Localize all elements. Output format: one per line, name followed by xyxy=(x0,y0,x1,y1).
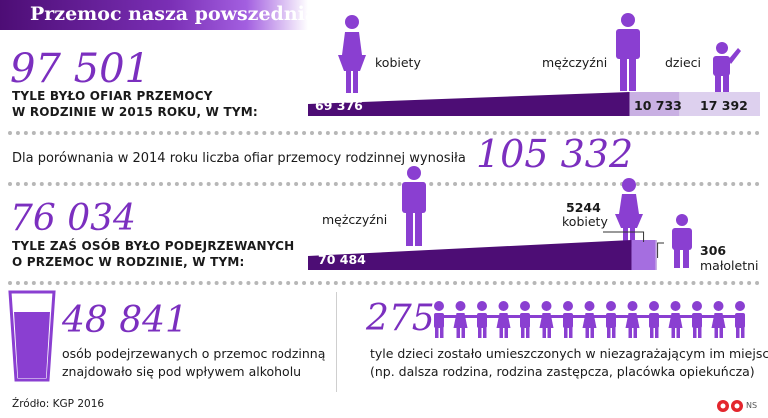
women-label: kobiety xyxy=(375,55,421,70)
child-figure-icon xyxy=(692,301,715,338)
bar-label-children: 17 392 xyxy=(700,98,748,113)
child-figure-icon xyxy=(434,301,457,338)
page-title: Przemoc nasza powszednia xyxy=(30,3,318,25)
man-icon xyxy=(402,166,426,246)
bar-segment-children xyxy=(679,92,760,116)
alcohol-value: 48 841 xyxy=(62,300,188,341)
bar-segment-minors xyxy=(655,240,657,270)
comparison-text: Dla porównania w 2014 roku liczba ofiar … xyxy=(12,151,466,166)
source-note: Źródło: KGP 2016 xyxy=(12,398,105,410)
suspects-women-value: 5244 xyxy=(566,200,601,215)
victims-caption-line1: TYLE BYŁO OFIAR PRZEMOCY xyxy=(12,89,213,103)
child-figure-icon xyxy=(477,301,500,338)
suspects-caption-line1: TYLE ZAŚ OSÓB BYŁO PODEJRZEWANYCH xyxy=(12,239,295,253)
children-moved-text-line2: (np. dalsza rodzina, rodzina zastępcza, … xyxy=(370,364,755,379)
divider xyxy=(8,281,760,285)
publisher-logo-icon xyxy=(717,400,743,412)
child-figure-icon xyxy=(711,301,737,338)
bar-segment-women xyxy=(308,92,630,116)
children-chain-icon xyxy=(434,301,745,338)
bar-label-men: 10 733 xyxy=(634,98,682,113)
title-banner xyxy=(0,0,308,30)
man-icon xyxy=(616,13,640,91)
child-figure-icon xyxy=(453,301,479,338)
child-figure-icon xyxy=(563,301,586,338)
bar-segment-men xyxy=(308,240,632,270)
woman-icon xyxy=(338,15,366,93)
glass-icon xyxy=(8,290,56,382)
child-figure-icon xyxy=(539,301,565,338)
connector-line xyxy=(657,242,664,258)
child-icon xyxy=(713,42,741,93)
section-separator xyxy=(336,292,337,392)
child-figure-icon xyxy=(625,301,651,338)
men-label: mężczyźni xyxy=(542,55,608,70)
child-figure-icon xyxy=(496,301,522,338)
bar-segment-women xyxy=(631,240,656,270)
suspects-caption-line2: O PRZEMOC W RODZINIE, W TYM: xyxy=(12,255,245,269)
suspects-minors-value: 306 xyxy=(700,243,727,258)
alcohol-text-line2: znajdowało się pod wpływem alkoholu xyxy=(62,364,302,379)
suspects-minors-label: małoletni xyxy=(700,258,759,273)
divider xyxy=(8,131,760,135)
suspects-women-label: kobiety xyxy=(562,214,608,229)
victims-total: 97 501 xyxy=(10,46,150,92)
suspects-total: 76 034 xyxy=(10,198,136,239)
bar-segment-men xyxy=(629,92,680,116)
child-figure-icon xyxy=(606,301,629,338)
child-figure-icon xyxy=(668,301,694,338)
child-figure-icon xyxy=(649,301,672,338)
children-moved-text-line1: tyle dzieci zostało umieszczonych w niez… xyxy=(370,346,768,361)
children-label: dzieci xyxy=(665,55,702,70)
child-icon xyxy=(672,214,692,268)
child-figure-icon xyxy=(520,301,543,338)
comparison-value: 105 332 xyxy=(476,132,634,176)
alcohol-text-line1: osób podejrzewanych o przemoc rodzinną xyxy=(62,346,326,361)
child-figure-icon xyxy=(735,301,745,338)
suspects-men-label: mężczyźni xyxy=(322,212,388,227)
divider xyxy=(8,182,760,186)
bar2-label-men: 70 484 xyxy=(318,252,366,267)
bar-label-women: 69 376 xyxy=(315,98,363,113)
connector-line xyxy=(603,231,645,242)
child-figure-icon xyxy=(582,301,608,338)
victims-caption-line2: W RODZINIE W 2015 ROKU, W TYM: xyxy=(12,105,258,119)
children-moved-value: 275 xyxy=(366,298,435,339)
logo-text: NS xyxy=(746,401,758,410)
woman-icon xyxy=(615,178,643,247)
